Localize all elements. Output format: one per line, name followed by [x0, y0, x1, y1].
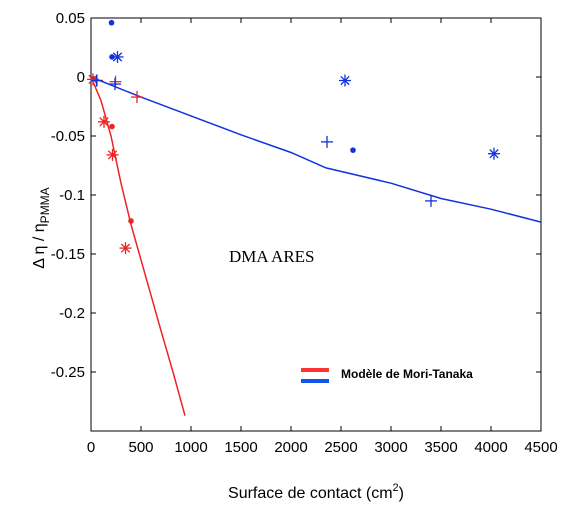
- data-point-star: [339, 74, 351, 87]
- x-tick-label: 0: [87, 439, 95, 456]
- x-tick-label: 3000: [374, 439, 407, 456]
- x-tick-label: 500: [128, 439, 153, 456]
- legend-swatch-blue: [301, 379, 329, 383]
- x-tick-label: 4000: [474, 439, 507, 456]
- x-axis-ticks: 0 500 1000 1500 2000 2500 3000 3500 4000 4500: [87, 18, 558, 456]
- x-axis-label: Surface de contact (cm2): [228, 482, 404, 502]
- x-tick-label: 3500: [424, 439, 457, 456]
- y-tick-label: 0: [77, 69, 85, 86]
- data-point-dot: [350, 147, 356, 153]
- y-tick-label: -0.15: [51, 246, 85, 263]
- data-point-dot: [108, 19, 115, 26]
- y-axis-label: Δ η / ηPMMA: [31, 187, 52, 268]
- data-point-star: [106, 148, 119, 161]
- data-point-dot: [109, 123, 115, 130]
- legend: Modèle de Mori-Tanaka: [301, 367, 473, 383]
- y-tick-label: -0.05: [51, 128, 85, 145]
- x-tick-label: 4500: [524, 439, 557, 456]
- model-line-1: [90, 76, 542, 223]
- data-point-star: [111, 50, 124, 63]
- data-point-plus: [131, 91, 143, 104]
- data-point-dot: [128, 218, 134, 224]
- data-point-plus: [90, 74, 103, 87]
- data-point-star: [119, 242, 132, 255]
- data-point-plus: [321, 135, 333, 148]
- x-tick-label: 2000: [274, 439, 307, 456]
- y-axis-ticks: 0.05 0 -0.05 -0.1 -0.15 -0.2 -0.25: [51, 10, 541, 381]
- data-markers: [87, 19, 500, 255]
- annotation-dma-ares: DMA ARES: [229, 247, 315, 266]
- data-point-plus: [425, 194, 437, 207]
- x-tick-label: 2500: [324, 439, 357, 456]
- model-line-0: [90, 76, 186, 416]
- legend-swatch-red: [301, 368, 329, 372]
- data-point-plus: [109, 78, 121, 91]
- model-lines: [90, 76, 542, 416]
- y-tick-label: -0.1: [59, 187, 85, 204]
- data-point-star: [98, 115, 110, 128]
- y-tick-label: -0.25: [51, 364, 85, 381]
- x-tick-label: 1500: [224, 439, 257, 456]
- plot-area: [90, 17, 542, 432]
- data-point-star: [488, 147, 500, 160]
- legend-label: Modèle de Mori-Tanaka: [341, 367, 473, 381]
- y-tick-label: 0.05: [56, 10, 85, 27]
- x-tick-label: 1000: [174, 439, 207, 456]
- y-tick-label: -0.2: [59, 305, 85, 322]
